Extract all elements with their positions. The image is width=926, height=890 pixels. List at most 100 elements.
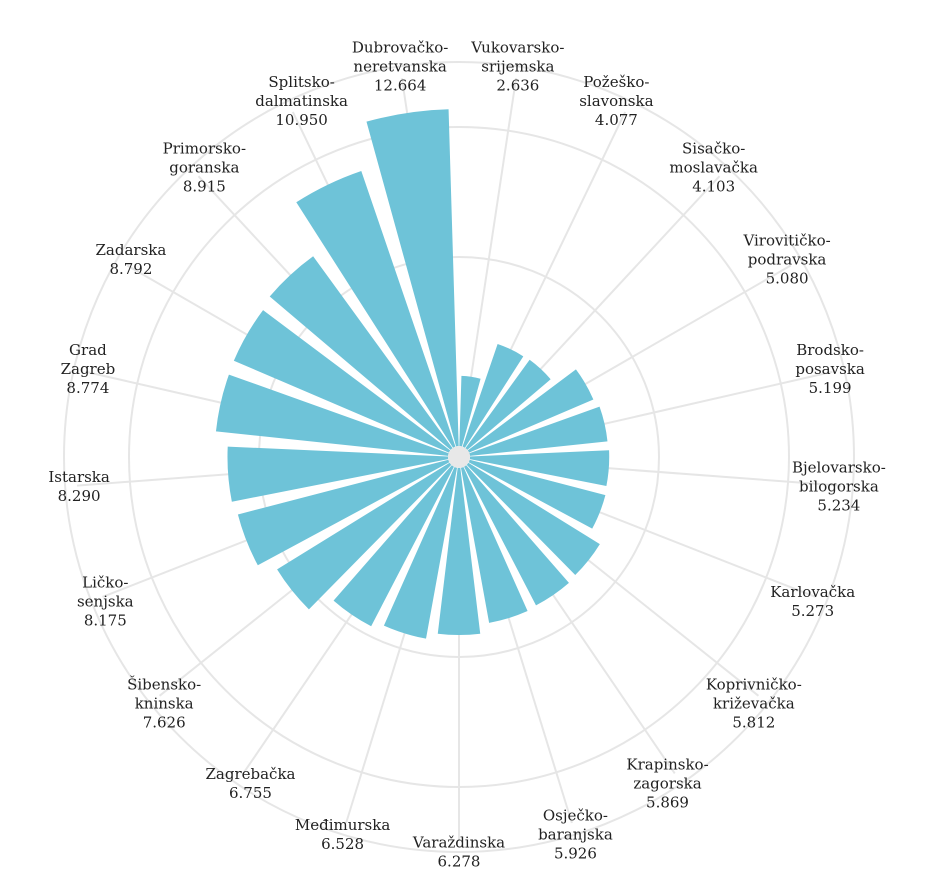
bar [366, 109, 459, 447]
category-label: Grad [69, 341, 107, 359]
value-label: 10.950 [275, 111, 328, 129]
category-label: neretvanska [353, 57, 446, 75]
value-label: 5.234 [817, 497, 860, 515]
bar [468, 459, 606, 529]
center-hub [448, 446, 470, 468]
category-label: Splitsko- [268, 73, 334, 91]
category-label: Dubrovačko- [352, 38, 449, 56]
category-label: Osječko- [543, 806, 608, 824]
category-label: Primorsko- [163, 139, 246, 157]
value-label: 6.278 [438, 853, 481, 871]
category-label: Zagreb [61, 360, 116, 378]
category-label: Požeško- [583, 73, 649, 91]
category-label: kninska [135, 694, 194, 712]
bar [269, 256, 453, 450]
bar [277, 462, 452, 610]
value-label: 6.755 [229, 784, 272, 802]
bar [215, 374, 449, 456]
bar [233, 310, 451, 453]
bar [459, 375, 481, 447]
value-label: 5.199 [809, 379, 852, 397]
bar [437, 467, 481, 635]
bar [227, 446, 449, 502]
category-label: bilogorska [799, 478, 879, 496]
category-label: Karlovačka [770, 583, 855, 601]
value-label: 5.812 [732, 713, 775, 731]
value-label: 7.626 [143, 713, 186, 731]
bar [466, 462, 600, 575]
category-label: zagorska [633, 774, 701, 792]
category-label: Bjelovarsko- [792, 459, 886, 477]
grid-ring [63, 61, 855, 853]
category-label: Međimurska [295, 816, 390, 834]
bar [296, 170, 456, 448]
category-label: senjska [77, 592, 134, 610]
value-label: 5.869 [646, 793, 689, 811]
value-label: 2.636 [496, 76, 539, 94]
bar [460, 467, 528, 623]
bar [467, 369, 594, 453]
category-label: Brodsko- [796, 341, 864, 359]
category-label: Šibensko- [127, 675, 201, 693]
category-label: baranjska [538, 825, 613, 843]
category-label: Koprivničko- [706, 675, 802, 693]
category-label: dalmatinska [255, 92, 348, 110]
bars [215, 109, 610, 639]
bar [333, 465, 454, 627]
value-label: 6.528 [321, 835, 364, 853]
value-label: 5.080 [766, 270, 809, 288]
category-label: srijemska [481, 57, 554, 75]
category-label: Zagrebačka [205, 765, 295, 783]
value-label: 12.664 [374, 76, 427, 94]
value-label: 5.926 [554, 844, 597, 862]
category-label: Istarska [48, 468, 110, 486]
value-label: 5.273 [791, 602, 834, 620]
value-label: 4.077 [595, 111, 638, 129]
category-label: posavska [795, 360, 865, 378]
category-label: križevačka [713, 694, 795, 712]
category-label: Sisačko- [682, 139, 745, 157]
value-label: 8.915 [183, 177, 226, 195]
category-label: Ličko- [82, 573, 128, 591]
category-label: podravska [748, 251, 827, 269]
value-label: 8.175 [84, 611, 127, 629]
bar [465, 359, 551, 450]
value-label: 8.774 [66, 379, 109, 397]
category-label: Virovitičko- [742, 232, 830, 250]
bar [383, 467, 458, 639]
category-label: Varaždinska [412, 834, 505, 852]
bar [464, 465, 569, 606]
category-label: moslavačka [669, 158, 758, 176]
category-label: Krapinsko- [626, 755, 708, 773]
value-label: 8.792 [109, 260, 152, 278]
bar [237, 459, 450, 566]
category-label: goranska [169, 158, 239, 176]
bar [469, 450, 610, 487]
bar [469, 406, 608, 456]
value-label: 4.103 [692, 177, 735, 195]
value-label: 8.290 [58, 487, 101, 505]
category-label: Zadarska [96, 241, 167, 259]
bar [462, 343, 524, 448]
category-label: slavonska [579, 92, 653, 110]
